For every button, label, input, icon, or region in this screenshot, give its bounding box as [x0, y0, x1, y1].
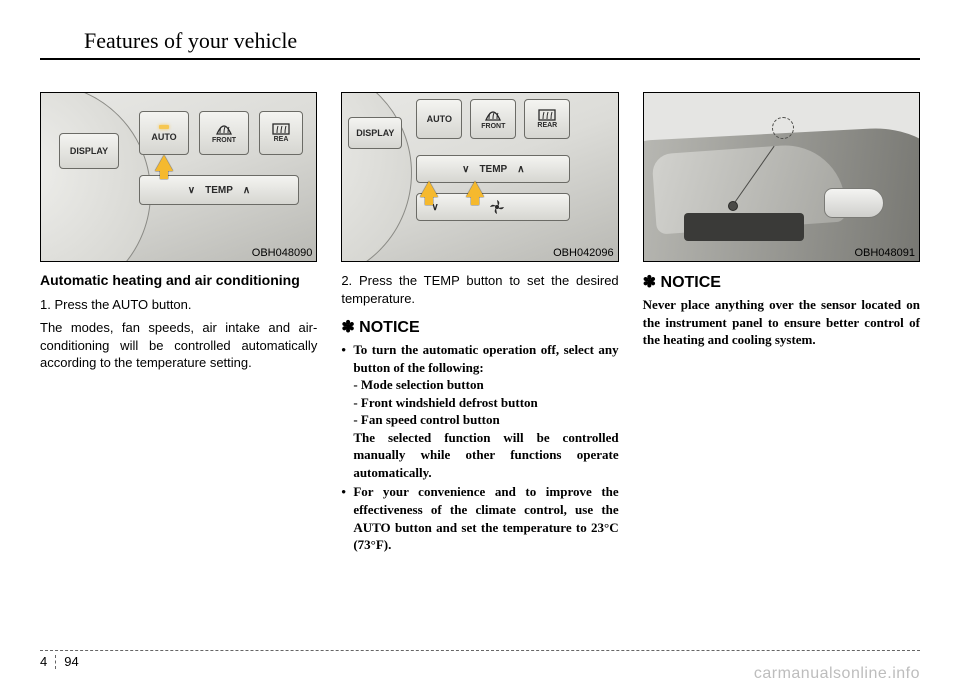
footer-numbers: 4 94: [40, 654, 79, 669]
rear-defrost-icon: [538, 109, 556, 121]
sub-fan: - Fan speed control button: [353, 411, 618, 429]
pointer-arrow-1: [420, 181, 438, 197]
sub-mode: - Mode selection button: [353, 376, 618, 394]
front-defrost-button: FRONT: [470, 99, 516, 139]
footer-rule: [40, 650, 920, 651]
rear-label: REA: [274, 136, 289, 143]
temp-up-icon: ∧: [243, 185, 250, 196]
front-defrost-button: FRONT: [199, 111, 249, 155]
column-3: OBH048091 ✽ NOTICE Never place anything …: [643, 92, 920, 556]
sensor-highlight-circle: [772, 117, 794, 139]
rear-label: REAR: [537, 122, 557, 129]
fan-icon: [489, 199, 505, 215]
fan-bar: ∨: [416, 193, 570, 221]
display-label: DISPLAY: [356, 128, 394, 138]
page-header: Features of your vehicle: [40, 28, 920, 56]
subheading-auto-heating: Automatic heating and air conditioning: [40, 272, 317, 290]
temp-down-icon: ∨: [188, 185, 195, 196]
display-button: DISPLAY: [59, 133, 119, 169]
rear-defrost-button: REA: [259, 111, 303, 155]
notice-bullets: To turn the automatic operation off, sel…: [341, 341, 618, 554]
display-button: DISPLAY: [348, 117, 402, 149]
display-label: DISPLAY: [70, 146, 108, 156]
content-columns: DISPLAY AUTO FRONT REA ∨ TEMP ∧: [40, 92, 920, 556]
auto-label: AUTO: [427, 114, 452, 124]
figure-temp-button: DISPLAY AUTO FRONT REAR ∨ TEMP ∧ ∨: [341, 92, 618, 262]
footer-separator: [55, 655, 56, 669]
bullet-1-lead: To turn the automatic operation off, sel…: [353, 342, 618, 375]
figure-id: OBH048091: [854, 247, 915, 259]
header-title: Features of your vehicle: [40, 28, 305, 56]
rear-defrost-button: REAR: [524, 99, 570, 139]
sub-defrost: - Front windshield defrost button: [353, 394, 618, 412]
auto-button: AUTO: [416, 99, 462, 139]
step-2: 2. Press the TEMP button to set the desi…: [341, 272, 618, 307]
manual-page: Features of your vehicle DISPLAY AUTO FR…: [0, 0, 960, 689]
temp-label: TEMP: [479, 164, 507, 175]
defrost-icon: [215, 122, 233, 136]
auto-label: AUTO: [151, 132, 176, 142]
auto-led: [159, 125, 169, 129]
header-rule: [40, 58, 920, 60]
column-1: DISPLAY AUTO FRONT REA ∨ TEMP ∧: [40, 92, 317, 556]
figure-id: OBH048090: [252, 247, 313, 259]
bullet-1-tail: The selected function will be controlled…: [353, 430, 618, 480]
chapter-number: 4: [40, 654, 47, 669]
auto-button: AUTO: [139, 111, 189, 155]
page-number: 94: [64, 654, 78, 669]
notice-body: Never place anything over the sensor loc…: [643, 296, 920, 349]
paragraph-auto-desc: The modes, fan speeds, air intake and ai…: [40, 319, 317, 372]
temp-bar: ∨ TEMP ∧: [139, 175, 299, 205]
watermark: carmanualsonline.info: [754, 665, 920, 683]
notice-heading: ✽ NOTICE: [643, 272, 920, 292]
bullet-1: To turn the automatic operation off, sel…: [341, 341, 618, 481]
car-grille: [684, 213, 804, 241]
temp-up-icon: ∧: [517, 164, 524, 175]
temp-down-icon: ∨: [462, 164, 469, 175]
front-label: FRONT: [212, 137, 236, 144]
figure-auto-button: DISPLAY AUTO FRONT REA ∨ TEMP ∧: [40, 92, 317, 262]
front-label: FRONT: [481, 123, 505, 130]
figure-sensor-location: OBH048091: [643, 92, 920, 262]
figure-id: OBH042096: [553, 247, 614, 259]
pointer-arrow-2: [466, 181, 484, 197]
step-1: 1. Press the AUTO button.: [40, 296, 317, 314]
rear-defrost-icon: [272, 123, 290, 135]
notice-heading: ✽ NOTICE: [341, 317, 618, 337]
temp-bar: ∨ TEMP ∧: [416, 155, 570, 183]
car-headlight: [824, 188, 884, 218]
column-2: DISPLAY AUTO FRONT REAR ∨ TEMP ∧ ∨: [341, 92, 618, 556]
bullet-2: For your convenience and to improve the …: [341, 483, 618, 553]
sensor-dot: [728, 201, 738, 211]
pointer-arrow: [155, 155, 173, 171]
defrost-icon: [484, 108, 502, 122]
temp-label: TEMP: [205, 185, 233, 196]
